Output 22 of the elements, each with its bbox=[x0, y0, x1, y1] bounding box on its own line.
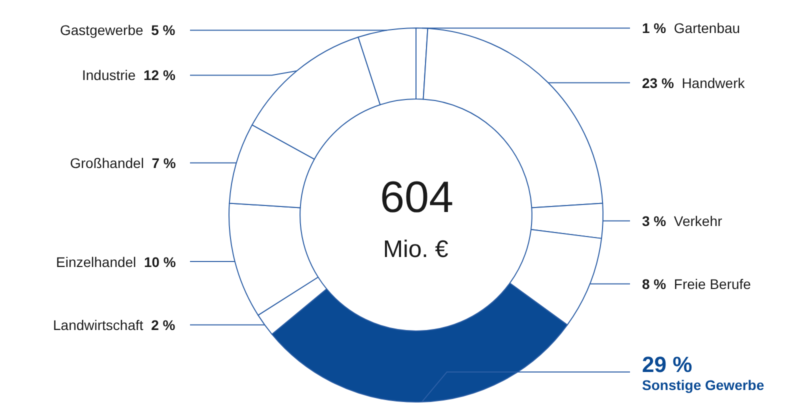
data-label: 8 % bbox=[642, 276, 667, 292]
data-label: 5 % bbox=[151, 22, 176, 38]
slice-label: Einzelhandel bbox=[56, 254, 136, 270]
data-label: 7 % bbox=[152, 155, 176, 171]
slice-label: Handwerk bbox=[682, 75, 745, 91]
slice-label: Großhandel bbox=[70, 155, 144, 171]
data-label: 3 % bbox=[642, 213, 667, 229]
data-label: 1 % bbox=[642, 20, 667, 36]
data-label: 12 % bbox=[143, 67, 176, 83]
data-label: 2 % bbox=[151, 317, 176, 333]
data-label: 10 % bbox=[144, 254, 176, 270]
data-label: 29 % bbox=[642, 352, 692, 377]
slice-label: Landwirtschaft bbox=[53, 317, 144, 333]
slice-label: Sonstige Gewerbe bbox=[642, 377, 764, 394]
slice-label: Freie Berufe bbox=[674, 276, 751, 292]
slice-label: Industrie bbox=[82, 67, 136, 83]
text: 604 bbox=[380, 173, 454, 222]
slice-label: Verkehr bbox=[674, 213, 722, 229]
data-label: 23 % bbox=[642, 75, 674, 91]
slice-label: Gastgewerbe bbox=[60, 22, 144, 38]
slice-label: Gartenbau bbox=[674, 20, 740, 36]
text: Mio. € bbox=[383, 236, 450, 263]
